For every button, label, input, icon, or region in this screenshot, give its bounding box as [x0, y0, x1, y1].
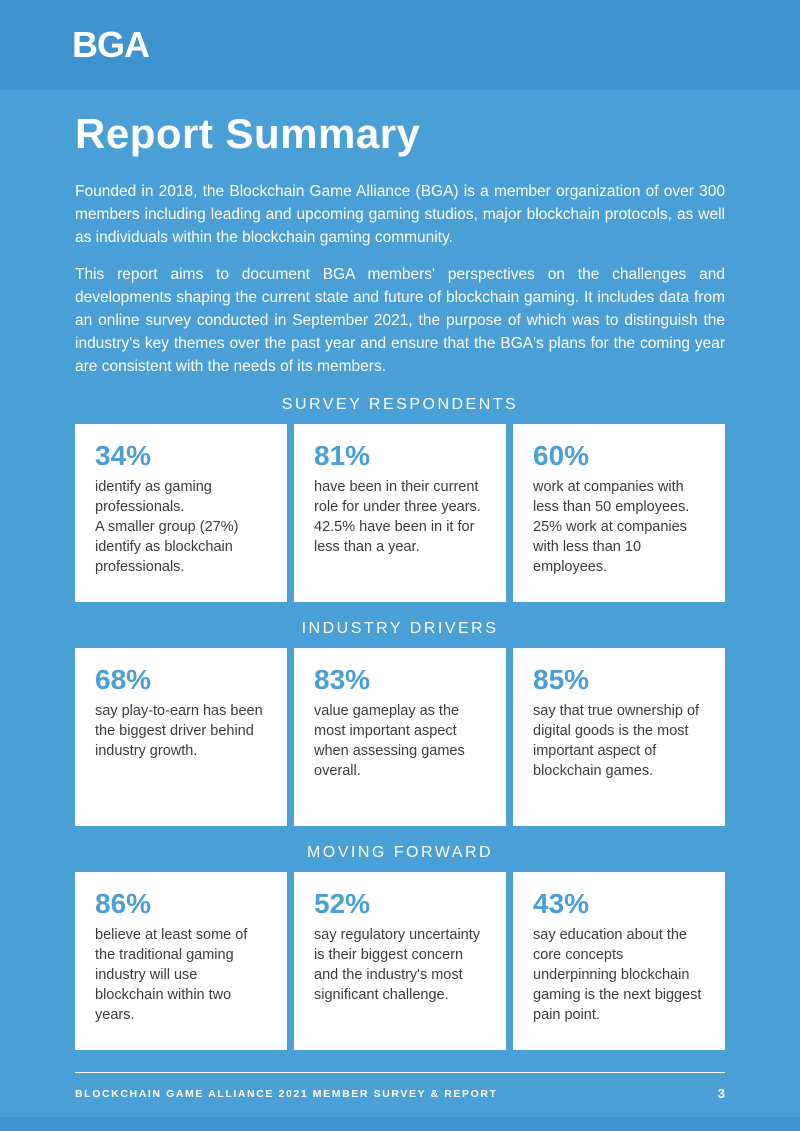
section-industry-drivers: INDUSTRY DRIVERS 68% say play-to-earn ha… [75, 620, 725, 826]
stat-value: 68% [95, 664, 152, 695]
stat-text: say regulatory uncertainty is their bigg… [314, 927, 481, 1003]
stat-card: 83% value gameplay as the most important… [294, 648, 506, 826]
stat-card: 60% work at companies with less than 50 … [513, 424, 725, 602]
section-survey-respondents: SURVEY RESPONDENTS 34% identify as gamin… [75, 396, 725, 602]
stat-text: believe at least some of the traditional… [95, 927, 248, 1023]
section-heading-survey-respondents: SURVEY RESPONDENTS [281, 396, 519, 413]
stat-text: say that true ownership of digital goods… [533, 703, 700, 779]
stat-value: 52% [314, 888, 371, 919]
stat-text: say play-to-earn has been the biggest dr… [95, 703, 263, 759]
stat-value: 43% [533, 888, 590, 919]
section-heading-moving-forward: MOVING FORWARD [306, 844, 494, 861]
stat-card: 34% identify as gaming professionals. A … [75, 424, 287, 602]
stat-value: 34% [95, 440, 152, 471]
intro-paragraph-1: Founded in 2018, the Blockchain Game All… [75, 183, 725, 246]
card-row-survey-respondents: 34% identify as gaming professionals. A … [75, 424, 725, 602]
card-row-industry-drivers: 68% say play-to-earn has been the bigges… [75, 648, 725, 826]
section-moving-forward: MOVING FORWARD 86% believe at least some… [75, 844, 725, 1050]
bga-logo: BGA [72, 24, 150, 65]
bottom-band [0, 1117, 800, 1131]
stat-card: 43% say education about the core concept… [513, 872, 725, 1050]
page-number: 3 [717, 1086, 725, 1101]
stat-card: 81% have been in their current role for … [294, 424, 506, 602]
header-band: BGA [0, 0, 800, 90]
stat-value: 85% [533, 664, 590, 695]
page-footer: BLOCKCHAIN GAME ALLIANCE 2021 MEMBER SUR… [75, 1072, 725, 1101]
stat-text: identify as gaming professionals. A smal… [95, 479, 239, 575]
stat-card: 85% say that true ownership of digital g… [513, 648, 725, 826]
stat-value: 81% [314, 440, 371, 471]
page-content: Report Summary Founded in 2018, the Bloc… [0, 110, 800, 1101]
stat-text: say education about the core concepts un… [533, 927, 702, 1023]
stat-card: 52% say regulatory uncertainty is their … [294, 872, 506, 1050]
stat-value: 86% [95, 888, 152, 919]
stat-text: value gameplay as the most important asp… [314, 703, 465, 779]
stat-card: 68% say play-to-earn has been the bigges… [75, 648, 287, 826]
intro-paragraph-2: This report aims to document BGA members… [75, 266, 725, 375]
stat-text: have been in their current role for unde… [314, 479, 481, 555]
stat-value: 60% [533, 440, 590, 471]
stat-text: work at companies with less than 50 empl… [533, 479, 690, 575]
stat-value: 83% [314, 664, 371, 695]
footer-report-title: BLOCKCHAIN GAME ALLIANCE 2021 MEMBER SUR… [75, 1087, 498, 1100]
stat-card: 86% believe at least some of the traditi… [75, 872, 287, 1050]
card-row-moving-forward: 86% believe at least some of the traditi… [75, 872, 725, 1050]
page-title: Report Summary [75, 110, 421, 157]
section-heading-industry-drivers: INDUSTRY DRIVERS [301, 620, 499, 637]
